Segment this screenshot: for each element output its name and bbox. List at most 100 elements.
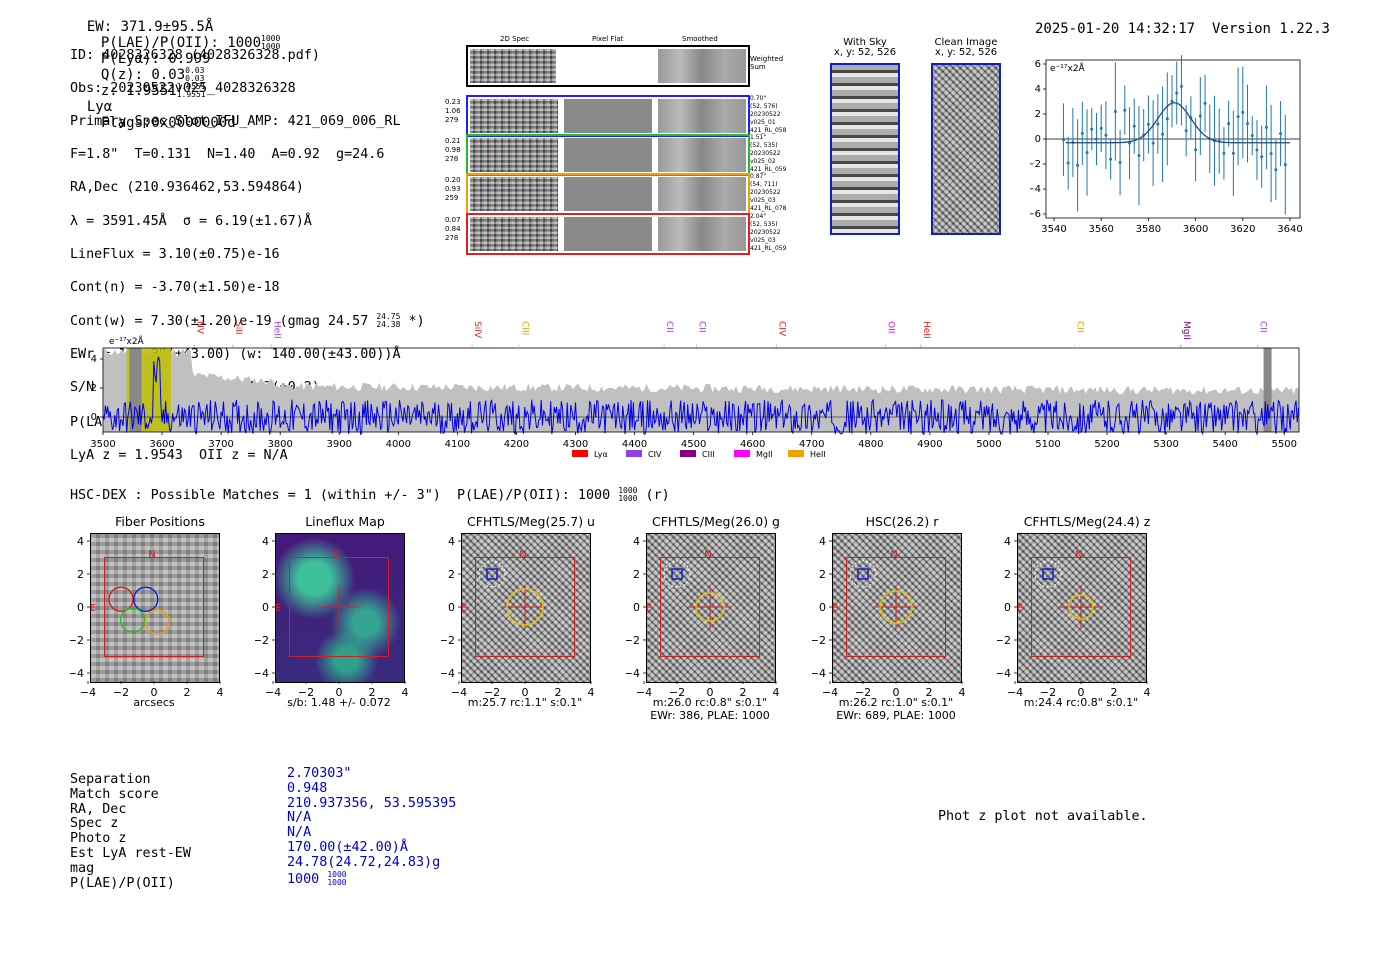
match-label: Spec z <box>70 816 119 832</box>
cutout-ytick-label: −4 <box>997 667 1011 680</box>
line-marker: CIV <box>775 321 786 348</box>
fit-point <box>1274 168 1278 172</box>
info-lambda: λ = 3591.45Å σ = 6.19(±1.67)Å <box>70 213 312 229</box>
cutout-panel: CFHTLS/Meg(25.7) u N E 4 2 0 −2 −4 −4 −2 0 2 4 m:25.… <box>441 512 621 727</box>
spectrum-xtick-label: 4400 <box>622 439 647 450</box>
cutout-ytick-label: −2 <box>70 634 84 647</box>
line-marker: CII <box>1257 321 1268 348</box>
match-label: RA, Dec <box>70 801 127 817</box>
legend-label: MgII <box>756 450 773 459</box>
east-label: E <box>832 603 838 614</box>
spectrum-xtick-label: 5300 <box>1153 439 1178 450</box>
fit-point <box>1113 109 1117 113</box>
fit-point <box>1137 154 1141 158</box>
fiber-circle <box>133 586 159 612</box>
cutout-xtick-label: 4 <box>402 686 409 699</box>
hsc-dex-title: HSC-DEX : Possible Matches = 1 (within +… <box>70 486 670 504</box>
match-value: N/A <box>287 825 312 841</box>
clean-image-title: Clean Image x, y: 52, 526 <box>934 37 998 58</box>
spectrum-xtick-label: 4600 <box>740 439 765 450</box>
cutout-xtick-label: −4 <box>451 686 467 699</box>
legend-label: HeII <box>810 450 826 459</box>
weighted-sum-row <box>466 45 750 87</box>
line-marker-label: SiII <box>233 321 243 335</box>
spectrum-xtick-label: 4300 <box>563 439 588 450</box>
cutout-ytick-label: 4 <box>633 535 640 548</box>
cutout-xtick-label: −2 <box>484 686 500 699</box>
cutout-image <box>275 533 405 683</box>
spectrum-ylabel: e⁻¹⁷x2Å <box>109 335 145 347</box>
fit-point <box>1250 134 1254 138</box>
cutout-xtick-label: 0 <box>151 686 158 699</box>
line-marker-label: CIV <box>776 321 786 337</box>
fit-ytick-label: 4 <box>1035 84 1041 95</box>
line-marker-label: HeII <box>271 321 281 339</box>
clean-image <box>931 63 1001 235</box>
header-z-line: Lyα <box>86 99 113 115</box>
cutout-xtick-label: 4 <box>217 686 224 699</box>
info-id: ID: 4028326328 (4028326328.pdf) <box>70 47 320 63</box>
fit-point <box>1184 129 1188 133</box>
fit-ytick-label: −2 <box>1030 159 1041 170</box>
spec2d-row-left-label: 0.21 0.98 278 <box>445 137 461 163</box>
cutout-xtick-label: −2 <box>298 686 314 699</box>
match-value: 1000 1000 1000 <box>287 869 347 887</box>
cutout-ytick-label: 2 <box>77 568 84 581</box>
fit-point <box>1123 108 1127 112</box>
line-marker-label: NV <box>194 321 204 335</box>
cutout-ytick-label: −2 <box>812 634 826 647</box>
cutout-caption: m:26.2 rc:1.0" s:0.1" <box>838 696 954 709</box>
cutout-xtick-label: −2 <box>669 686 685 699</box>
spectrum-xtick-label: 4000 <box>386 439 411 450</box>
cutout-ytick-label: −2 <box>255 634 269 647</box>
with-sky-title: With Sky x, y: 52, 526 <box>833 37 897 58</box>
cutout-panel: CFHTLS/Meg(24.4) z N E 4 2 0 −2 −4 −4 −2 0 2 4 m:24.… <box>997 512 1177 727</box>
spectrum-xtick-label: 4900 <box>917 439 942 450</box>
header-qz: Q(z): 0.03 <box>100 67 186 83</box>
fit-point <box>1090 127 1094 131</box>
fit-point <box>1231 151 1235 155</box>
header-plya: P(Lyα): 0.999 <box>100 51 211 67</box>
line-marker-label: CII <box>697 321 707 333</box>
with-sky-image <box>830 63 900 235</box>
col-label-2dspec: 2D Spec <box>500 35 530 43</box>
cutout-ytick-label: 0 <box>1004 601 1011 614</box>
spectrum-ytick-label: 4 <box>91 354 97 365</box>
cutout-ytick-label: 0 <box>633 601 640 614</box>
cutout-caption-2: EWr: 689, PLAE: 1000 <box>836 709 956 722</box>
fit-point <box>1203 101 1207 105</box>
spec2d-row <box>466 134 750 176</box>
fit-xtick-label: 3620 <box>1230 224 1255 235</box>
line-marker: CII <box>696 321 707 348</box>
cutout-xtick-label: 2 <box>369 686 376 699</box>
spectrum-xtick-label: 4800 <box>858 439 883 450</box>
cutout-xtick-label: −2 <box>1040 686 1056 699</box>
cutout-ytick-label: −2 <box>441 634 455 647</box>
line-marker-label: CIII <box>519 321 529 335</box>
match-values: 2.70303" 0.948 210.937356, 53.595395 N/A N/A… <box>287 766 456 887</box>
cutout-ytick-label: −4 <box>626 667 640 680</box>
line-marker: MgII <box>1180 321 1191 348</box>
spec2d-row-right-label: 1.51" (52, 535) 20230522 v025_02 421_RL_059 <box>750 134 787 173</box>
fiber-circle <box>108 586 134 612</box>
fit-point <box>1264 125 1268 129</box>
photz-message: Phot z plot not available. <box>938 809 1148 824</box>
north-label: N <box>148 550 155 561</box>
info-lyaz: LyA z = 1.9543 OII z = N/A <box>70 447 288 463</box>
fit-point <box>1080 131 1084 135</box>
north-label: N <box>1075 550 1082 561</box>
match-label: Match score <box>70 786 159 802</box>
cutout-xtick-label: −4 <box>822 686 838 699</box>
cutout-ytick-label: 2 <box>633 568 640 581</box>
line-marker-label: CII <box>664 321 674 333</box>
fit-model-curve <box>1065 102 1290 144</box>
cutout-caption: arcsecs <box>133 696 175 709</box>
cutout-overlay: N E 4 2 0 −2 −4 −4 −2 0 2 4 <box>812 535 966 699</box>
fit-xtick-label: 3640 <box>1277 224 1302 235</box>
header-right: 2025-01-20 14:32:17 Version 1.22.3 <box>1018 5 1330 37</box>
east-label: E <box>1017 603 1023 614</box>
fit-point <box>1085 150 1089 154</box>
cutout-xtick-label: 0 <box>1078 686 1085 699</box>
fit-point <box>1151 141 1155 145</box>
